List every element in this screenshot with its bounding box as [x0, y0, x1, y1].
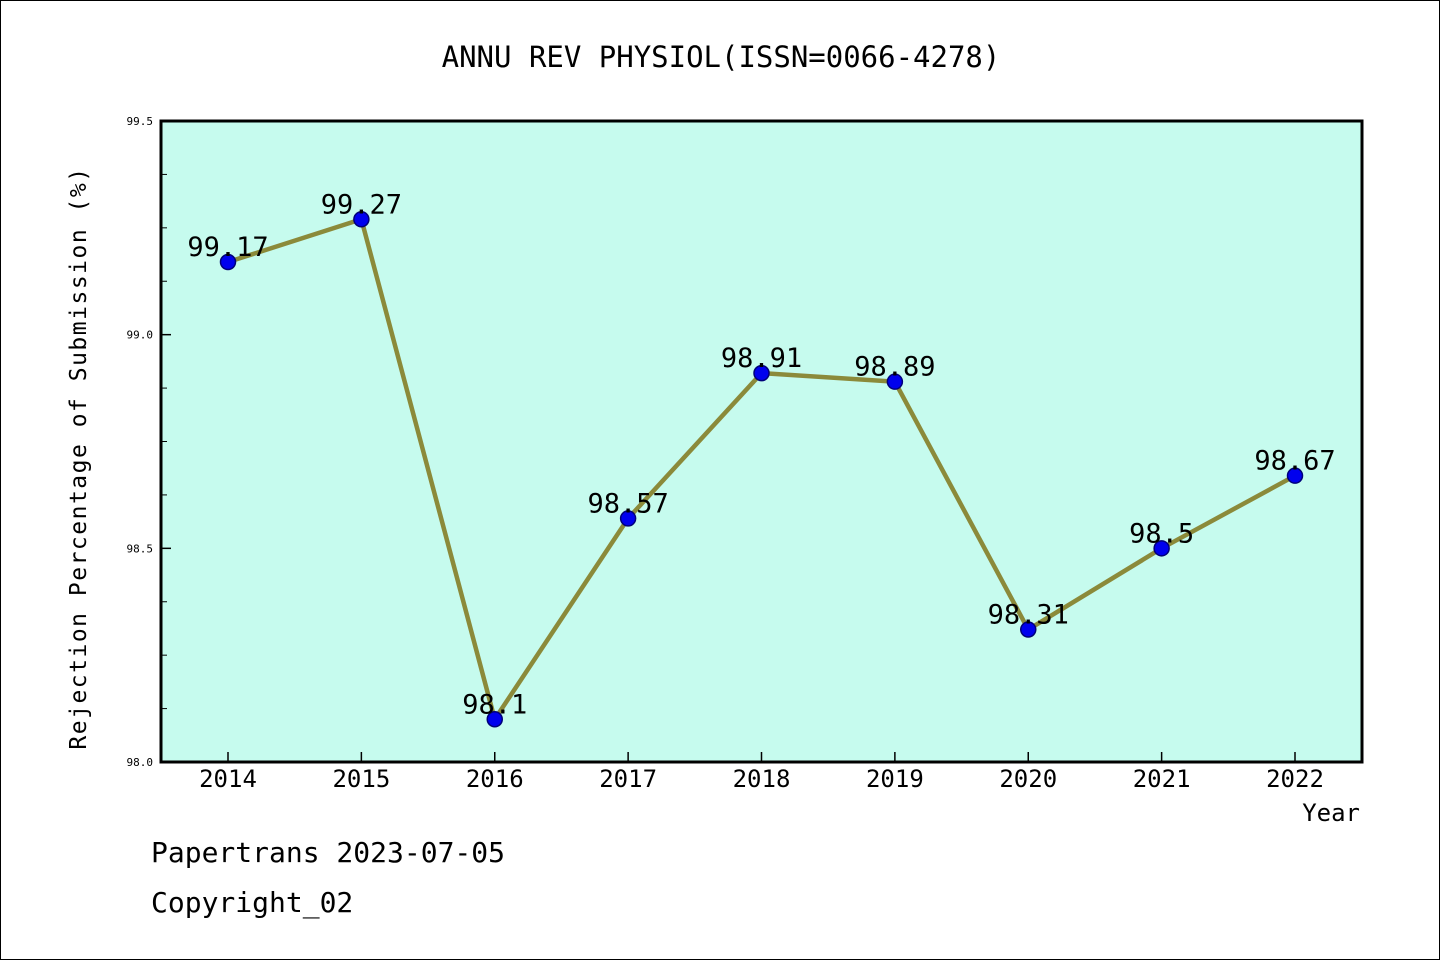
data-point: [886, 373, 904, 390]
footer-copyright-text: Copyright_02: [151, 886, 354, 919]
x-tick-label: 2020: [999, 765, 1057, 793]
y-tick-label: 99.0: [127, 329, 154, 342]
data-label: 98.57: [587, 488, 668, 519]
data-label: 99.27: [321, 189, 402, 220]
x-tick-label: 2016: [466, 765, 524, 793]
data-label: 98.67: [1254, 446, 1335, 477]
x-tick-label: 2021: [1133, 765, 1191, 793]
x-tick-label: 2014: [199, 765, 257, 793]
x-tick-label: 2018: [733, 765, 791, 793]
y-tick-label: 98.5: [127, 542, 154, 555]
data-point: [619, 510, 637, 527]
y-tick-label: 98.0: [127, 756, 154, 769]
data-label: 99.17: [187, 232, 268, 263]
data-label: 98.1: [462, 689, 527, 720]
footer-date-text: Papertrans 2023-07-05: [151, 836, 506, 869]
data-label: 98.31: [988, 600, 1069, 631]
data-label: 98.89: [854, 352, 935, 383]
x-axis-label: Year: [1302, 799, 1360, 827]
x-tick-label: 2019: [866, 765, 924, 793]
data-label: 98.91: [721, 343, 802, 374]
plot-area: [159, 119, 1364, 764]
data-point: [353, 211, 370, 228]
chart-title: ANNU REV PHYSIOL(ISSN=0066-4278): [442, 40, 1001, 74]
data-point: [753, 364, 770, 382]
series-layer: 99.17 99.27 98.1 98.57 98.91 98.89 98.31 98.5 98…: [187, 189, 1336, 728]
data-point: [486, 711, 503, 728]
data-label: 98.5: [1129, 518, 1194, 549]
data-point: [1153, 540, 1170, 557]
y-axis: 98.0 98.5 99.0 99.5: [127, 115, 171, 769]
y-axis-label: Rejection Percentage of Submission (%): [66, 166, 92, 749]
x-tick-label: 2015: [332, 765, 390, 793]
y-tick-label: 99.5: [127, 115, 154, 128]
x-tick-label: 2017: [599, 765, 657, 793]
data-point: [219, 253, 237, 271]
x-axis: 2014 2015 2016 2017 2018 2019 2020 2021 2022: [199, 752, 1324, 793]
x-tick-label: 2022: [1266, 765, 1324, 793]
data-point: [1286, 467, 1304, 484]
data-point: [1020, 621, 1037, 638]
